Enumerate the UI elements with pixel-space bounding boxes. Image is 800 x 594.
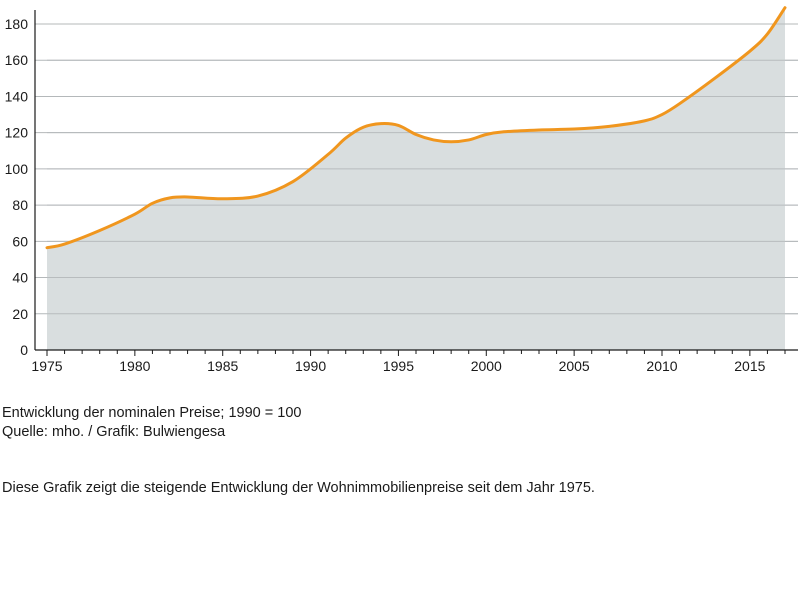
x-tick-label: 1990 — [295, 358, 326, 374]
y-tick-label: 120 — [5, 125, 29, 141]
x-tick-label: 1995 — [383, 358, 414, 374]
y-tick-labels: 0 20 40 60 80 100 120 140 160 180 — [5, 16, 29, 358]
axis-layer — [34, 10, 798, 356]
price-index-chart: 0 20 40 60 80 100 120 140 160 180 1975 1980 1985 199… — [5, 6, 798, 374]
x-tick-label: 2015 — [734, 358, 765, 374]
area-layer — [45, 6, 798, 350]
y-tick-label: 100 — [5, 161, 29, 177]
x-tick-labels: 1975 1980 1985 1990 1995 2000 2005 2010 2015 — [31, 358, 765, 374]
y-tick-label: 140 — [5, 88, 29, 104]
y-tick-label: 60 — [12, 233, 28, 249]
x-tick-label: 1975 — [31, 358, 62, 374]
y-tick-label: 180 — [5, 16, 29, 32]
chart-note: Entwicklung der nominalen Preise; 1990 =… — [2, 405, 302, 421]
series-area — [47, 7, 785, 350]
chart-source: Quelle: mho. / Grafik: Bulwiengesa — [2, 424, 226, 440]
x-tick-label: 1980 — [119, 358, 150, 374]
y-tick-label: 160 — [5, 52, 29, 68]
x-tick-label: 2000 — [471, 358, 502, 374]
x-tick-label: 1985 — [207, 358, 238, 374]
y-tick-label: 80 — [12, 197, 28, 213]
y-tick-label: 0 — [20, 342, 28, 358]
x-tick-label: 2010 — [646, 358, 677, 374]
chart-description: Diese Grafik zeigt die steigende Entwick… — [2, 480, 595, 496]
x-tick-label: 2005 — [559, 358, 590, 374]
series-line — [45, 6, 787, 250]
y-tick-label: 40 — [12, 270, 28, 286]
y-tick-label: 20 — [12, 306, 28, 322]
